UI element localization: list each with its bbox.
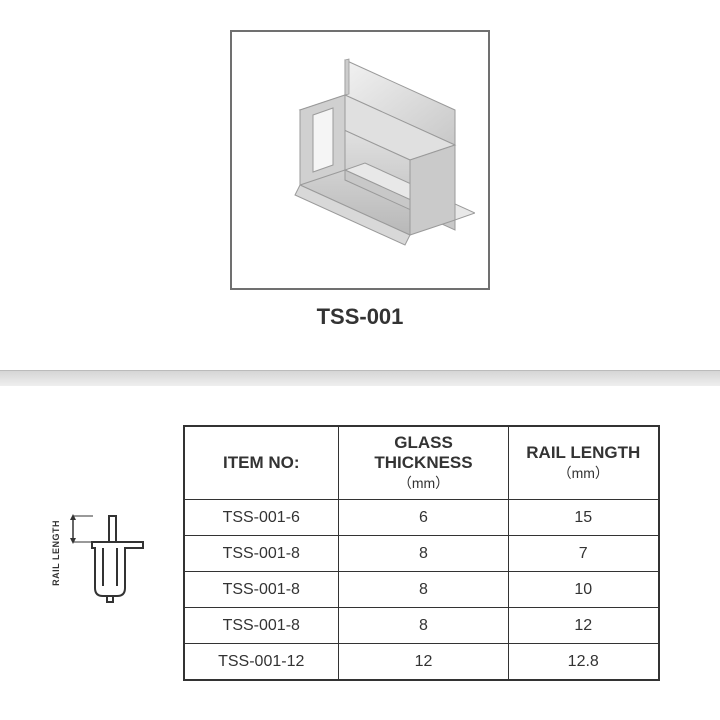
- product-label: TSS-001: [317, 304, 404, 330]
- col-glass-thickness: GLASS THICKNESS （mm）: [339, 426, 509, 500]
- table-row: TSS-001-12 12 12.8: [184, 644, 659, 680]
- table-row: TSS-001-6 6 15: [184, 500, 659, 536]
- col-item-no: ITEM NO:: [184, 426, 339, 500]
- spec-table: ITEM NO: GLASS THICKNESS （mm） RAIL LENGT…: [183, 425, 660, 681]
- table-row: TSS-001-8 8 12: [184, 608, 659, 644]
- table-row: TSS-001-8 8 10: [184, 572, 659, 608]
- section-divider: [0, 370, 720, 386]
- product-hero-section: TSS-001: [0, 0, 720, 370]
- col-rail-length: RAIL LENGTH （mm）: [509, 426, 659, 500]
- spec-section: RAIL LENGTH ITEM NO:: [0, 386, 720, 720]
- product-rail-illustration: [245, 45, 475, 275]
- cross-section-schematic: [63, 498, 163, 608]
- table-body: TSS-001-6 6 15 TSS-001-8 8 7 TSS-001-8 8…: [184, 500, 659, 680]
- rail-length-label: RAIL LENGTH: [51, 520, 61, 586]
- table-row: TSS-001-8 8 7: [184, 536, 659, 572]
- schematic-wrap: RAIL LENGTH: [51, 498, 163, 608]
- table-header-row: ITEM NO: GLASS THICKNESS （mm） RAIL LENGT…: [184, 426, 659, 500]
- product-image-frame: [230, 30, 490, 290]
